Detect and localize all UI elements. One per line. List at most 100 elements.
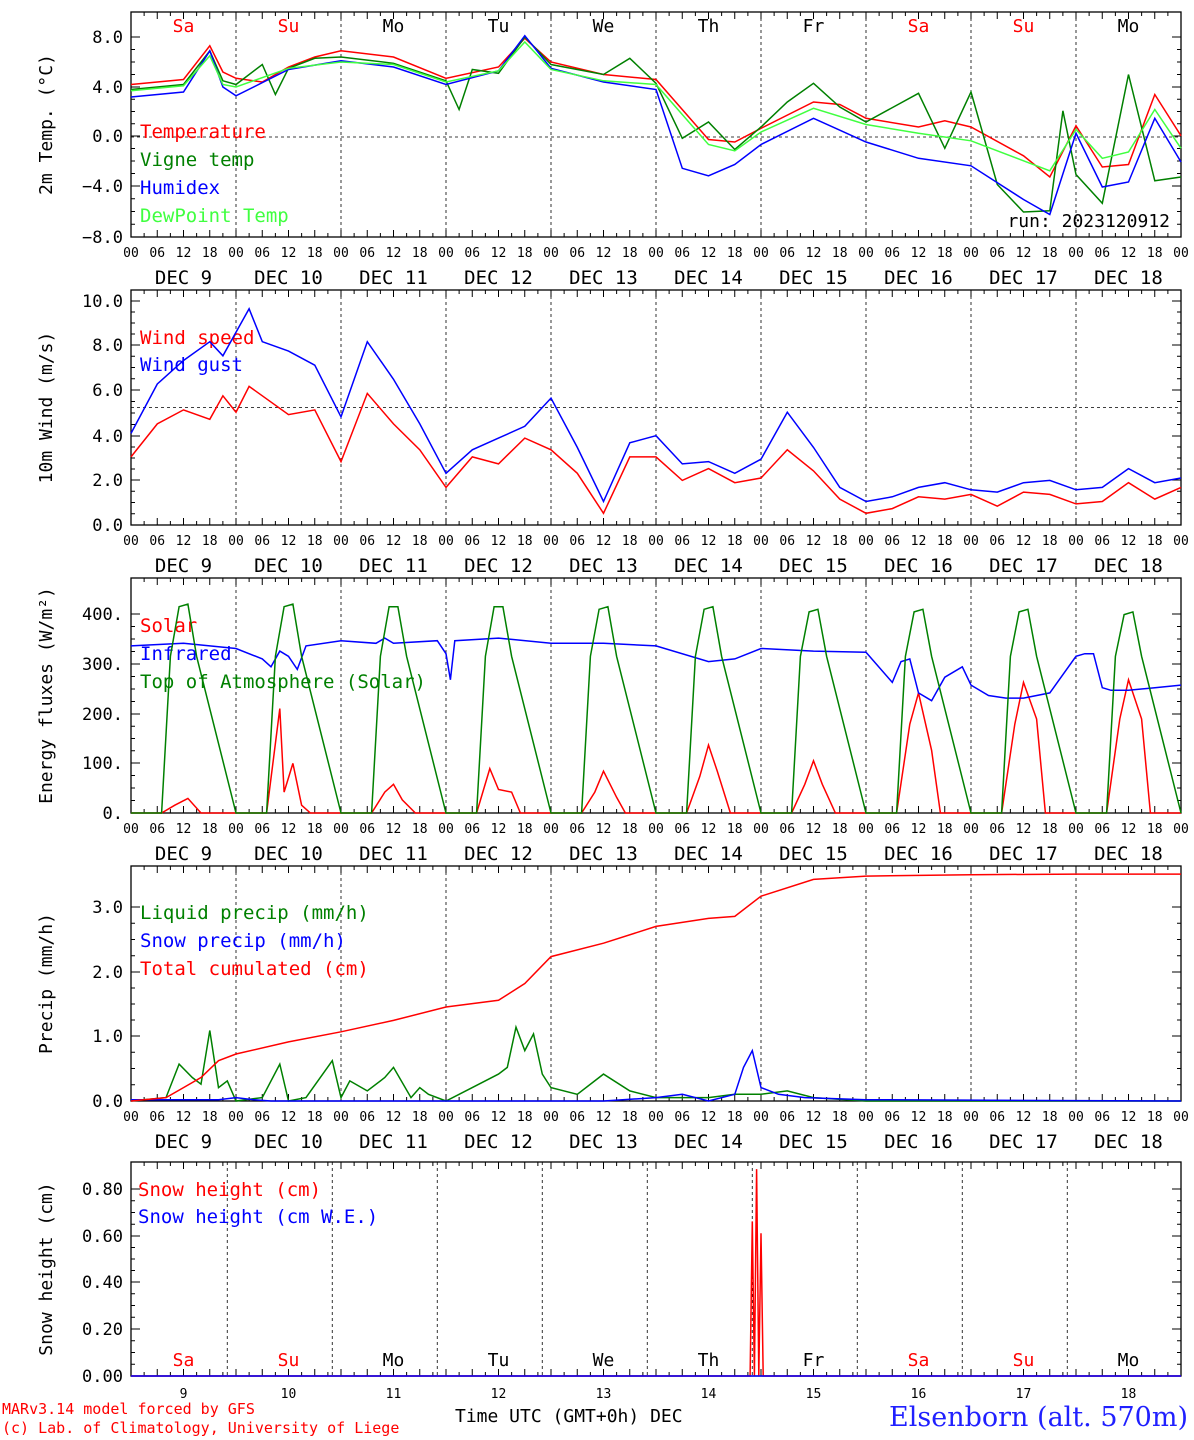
legend-entry: Wind speed bbox=[140, 327, 254, 349]
y-tick-label: 100. bbox=[82, 754, 123, 774]
weekday-label: Fr bbox=[803, 16, 825, 37]
hour-tick-label: 00 bbox=[1068, 1110, 1084, 1125]
legend-entry: Snow height (cm) bbox=[138, 1179, 321, 1201]
hour-tick-label: 18 bbox=[412, 246, 428, 261]
series-wind-speed bbox=[130, 385, 1182, 515]
hour-tick-label: 12 bbox=[176, 534, 192, 549]
weekday-label: Sa bbox=[908, 16, 930, 37]
hour-tick-label: 06 bbox=[1094, 246, 1110, 261]
day-number-label: 10 bbox=[281, 1387, 297, 1402]
date-label: DEC 14 bbox=[674, 1131, 743, 1153]
hour-tick-label: 00 bbox=[543, 246, 559, 261]
hour-tick-label: 18 bbox=[202, 822, 218, 837]
y-tick-label: 0.0 bbox=[92, 1092, 123, 1112]
legend-entry: Snow precip (mm/h) bbox=[140, 930, 346, 952]
hour-tick-label: 06 bbox=[149, 822, 165, 837]
hour-tick-label: 12 bbox=[491, 246, 507, 261]
weekday-label: Mo bbox=[1118, 1350, 1140, 1371]
hour-tick-label: 00 bbox=[123, 1110, 139, 1125]
date-label: DEC 14 bbox=[674, 267, 743, 289]
y-tick-label: −8.0 bbox=[82, 228, 123, 248]
hour-tick-label: 06 bbox=[254, 246, 270, 261]
day-number-label: 14 bbox=[701, 1387, 717, 1402]
hour-tick-label: 06 bbox=[149, 534, 165, 549]
hour-tick-label: 00 bbox=[333, 822, 349, 837]
hour-tick-label: 12 bbox=[386, 246, 402, 261]
hour-tick-label: 12 bbox=[911, 246, 927, 261]
date-label: DEC 12 bbox=[464, 267, 533, 289]
hour-tick-label: 12 bbox=[176, 246, 192, 261]
hour-tick-label: 00 bbox=[1173, 822, 1189, 837]
hour-tick-label: 18 bbox=[202, 1110, 218, 1125]
series-dewpoint-temp bbox=[130, 40, 1182, 172]
station-title: Elsenborn (alt. 570m) bbox=[889, 1402, 1188, 1433]
hour-tick-label: 00 bbox=[438, 1110, 454, 1125]
y-tick-label: 8.0 bbox=[92, 28, 123, 48]
date-label: DEC 15 bbox=[779, 555, 848, 577]
date-label: DEC 9 bbox=[155, 843, 212, 865]
model-credit: MARv3.14 model forced by GFS bbox=[2, 1400, 255, 1418]
hour-tick-label: 18 bbox=[307, 822, 323, 837]
y-tick-label: 0.0 bbox=[92, 516, 123, 536]
date-label: DEC 9 bbox=[155, 1131, 212, 1153]
hour-tick-label: 12 bbox=[596, 534, 612, 549]
y-axis-label: Snow height (cm) bbox=[36, 1182, 57, 1355]
hour-tick-label: 06 bbox=[779, 246, 795, 261]
date-label: DEC 17 bbox=[989, 1131, 1058, 1153]
hour-tick-label: 06 bbox=[359, 246, 375, 261]
hour-tick-label: 12 bbox=[386, 1110, 402, 1125]
y-tick-label: 3.0 bbox=[92, 898, 123, 918]
hour-tick-label: 18 bbox=[622, 822, 638, 837]
hour-tick-label: 00 bbox=[648, 246, 664, 261]
hour-tick-label: 06 bbox=[149, 246, 165, 261]
date-label: DEC 18 bbox=[1094, 843, 1163, 865]
y-tick-label: 4.0 bbox=[92, 78, 123, 98]
y-tick-label: 2.0 bbox=[92, 963, 123, 983]
hour-tick-label: 12 bbox=[176, 822, 192, 837]
date-label: DEC 17 bbox=[989, 843, 1058, 865]
legend-entry: Snow height (cm W.E.) bbox=[138, 1206, 378, 1228]
hour-tick-label: 06 bbox=[989, 534, 1005, 549]
legend-entry: Total cumulated (cm) bbox=[140, 958, 369, 980]
hour-tick-label: 12 bbox=[701, 246, 717, 261]
hour-tick-label: 00 bbox=[228, 246, 244, 261]
day-number-label: 11 bbox=[386, 1387, 402, 1402]
date-label: DEC 10 bbox=[254, 267, 323, 289]
weekday-label: Sa bbox=[173, 16, 195, 37]
hour-tick-label: 06 bbox=[254, 534, 270, 549]
legend-entry: Solar bbox=[140, 615, 197, 637]
hour-tick-label: 12 bbox=[806, 822, 822, 837]
hour-tick-label: 12 bbox=[1121, 1110, 1137, 1125]
hour-tick-label: 00 bbox=[1173, 1110, 1189, 1125]
hour-tick-label: 00 bbox=[1068, 822, 1084, 837]
date-label: DEC 10 bbox=[254, 555, 323, 577]
date-label: DEC 12 bbox=[464, 1131, 533, 1153]
run-label: run: 2023120912 bbox=[1007, 211, 1170, 232]
y-tick-label: 0.40 bbox=[82, 1273, 123, 1293]
hour-tick-label: 06 bbox=[1094, 534, 1110, 549]
day-number-label: 18 bbox=[1121, 1387, 1137, 1402]
hour-tick-label: 06 bbox=[779, 1110, 795, 1125]
hour-tick-label: 18 bbox=[1147, 822, 1163, 837]
y-tick-label: 400. bbox=[82, 605, 123, 625]
hour-tick-label: 12 bbox=[701, 1110, 717, 1125]
hour-tick-label: 00 bbox=[123, 822, 139, 837]
hour-tick-label: 12 bbox=[491, 1110, 507, 1125]
weekday-label: Fr bbox=[803, 1350, 825, 1371]
hour-tick-label: 00 bbox=[753, 822, 769, 837]
hour-tick-label: 18 bbox=[1147, 1110, 1163, 1125]
hour-tick-label: 00 bbox=[858, 822, 874, 837]
hour-tick-label: 00 bbox=[123, 246, 139, 261]
series-snow-precip-mm-h bbox=[131, 1048, 1182, 1102]
y-axis-label: 2m Temp. (°C) bbox=[36, 54, 57, 195]
weekday-label: Mo bbox=[383, 1350, 405, 1371]
weekday-label: Su bbox=[278, 1350, 300, 1371]
day-number-label: 12 bbox=[491, 1387, 507, 1402]
weekday-label: Su bbox=[1013, 16, 1035, 37]
date-label: DEC 13 bbox=[569, 555, 638, 577]
hour-tick-label: 06 bbox=[884, 534, 900, 549]
hour-tick-label: 06 bbox=[884, 822, 900, 837]
hour-tick-label: 06 bbox=[989, 246, 1005, 261]
date-label: DEC 9 bbox=[155, 555, 212, 577]
y-axis-label: Precip (mm/h) bbox=[36, 913, 57, 1054]
